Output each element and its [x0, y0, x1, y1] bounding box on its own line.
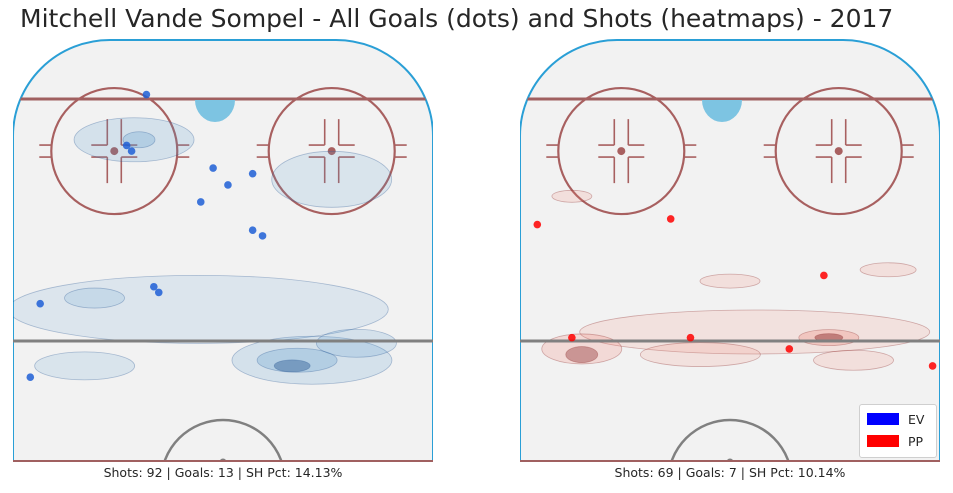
goal-crease	[702, 100, 742, 122]
legend-label-ev: EV	[908, 411, 925, 427]
center-circle	[666, 418, 794, 462]
faceoff-circle-right	[763, 86, 914, 216]
legend: EV PP	[859, 404, 937, 458]
goal-point	[26, 373, 35, 382]
goal-point	[686, 333, 695, 342]
faceoff-circle-left	[546, 86, 697, 216]
chart-title: Mitchell Vande Sompel - All Goals (dots)…	[20, 4, 894, 33]
heat-blob	[64, 287, 125, 309]
heat-blob	[122, 131, 156, 149]
heat-blob	[273, 359, 311, 373]
faceoff-circle-left	[39, 86, 190, 216]
rink-boards	[520, 39, 940, 462]
legend-swatch-ev	[867, 413, 899, 425]
legend-item-ev: EV	[867, 411, 925, 427]
goal-point	[785, 345, 794, 353]
heat-blob	[271, 150, 393, 208]
goal-point	[209, 164, 217, 172]
goal-point	[248, 226, 257, 235]
heat-blob	[256, 347, 338, 373]
heat-blob	[579, 309, 931, 355]
heat-blob	[34, 351, 136, 381]
rink-boards	[13, 39, 433, 462]
goal-point	[533, 220, 542, 229]
center-circle	[159, 418, 287, 462]
heat-blob	[859, 262, 917, 278]
heat-blob	[551, 189, 593, 203]
legend-swatch-pp	[867, 435, 899, 447]
heat-blob	[316, 328, 397, 358]
heat-blob	[639, 342, 761, 367]
rink-ev	[13, 39, 433, 462]
goal-point	[258, 232, 267, 240]
goal-point	[36, 299, 44, 308]
rink-pp	[520, 39, 940, 462]
rink-surface	[13, 40, 433, 462]
caption-pp: Shots: 69 | Goals: 7 | SH Pct: 10.14%	[614, 465, 846, 480]
goal-point	[154, 288, 163, 297]
rink-markings	[13, 86, 433, 462]
caption-ev: Shots: 92 | Goals: 13 | SH Pct: 14.13%	[103, 465, 343, 480]
rink-markings	[520, 86, 940, 462]
heat-blob	[13, 274, 389, 344]
goal-point	[568, 333, 576, 342]
faceoff-circle-right	[256, 86, 407, 216]
goal-point	[820, 271, 828, 280]
legend-item-pp: PP	[867, 433, 924, 449]
heat-blob	[231, 335, 393, 385]
shot-heatmap	[13, 117, 397, 385]
goal-point	[150, 282, 158, 291]
heat-blob	[699, 273, 761, 289]
goal-crease	[195, 100, 235, 122]
goal-point	[196, 198, 205, 206]
rink-surface	[520, 40, 940, 462]
goal-point	[122, 141, 131, 150]
heat-blob	[73, 117, 195, 163]
legend-label-pp: PP	[908, 433, 924, 449]
heat-blob	[813, 349, 894, 371]
goal-point	[928, 362, 937, 370]
goal-point	[127, 147, 136, 155]
heat-blob	[565, 346, 599, 363]
goal-point	[666, 215, 675, 223]
goal-point	[248, 169, 257, 178]
goal-point	[142, 90, 151, 99]
goal-point	[224, 181, 232, 189]
